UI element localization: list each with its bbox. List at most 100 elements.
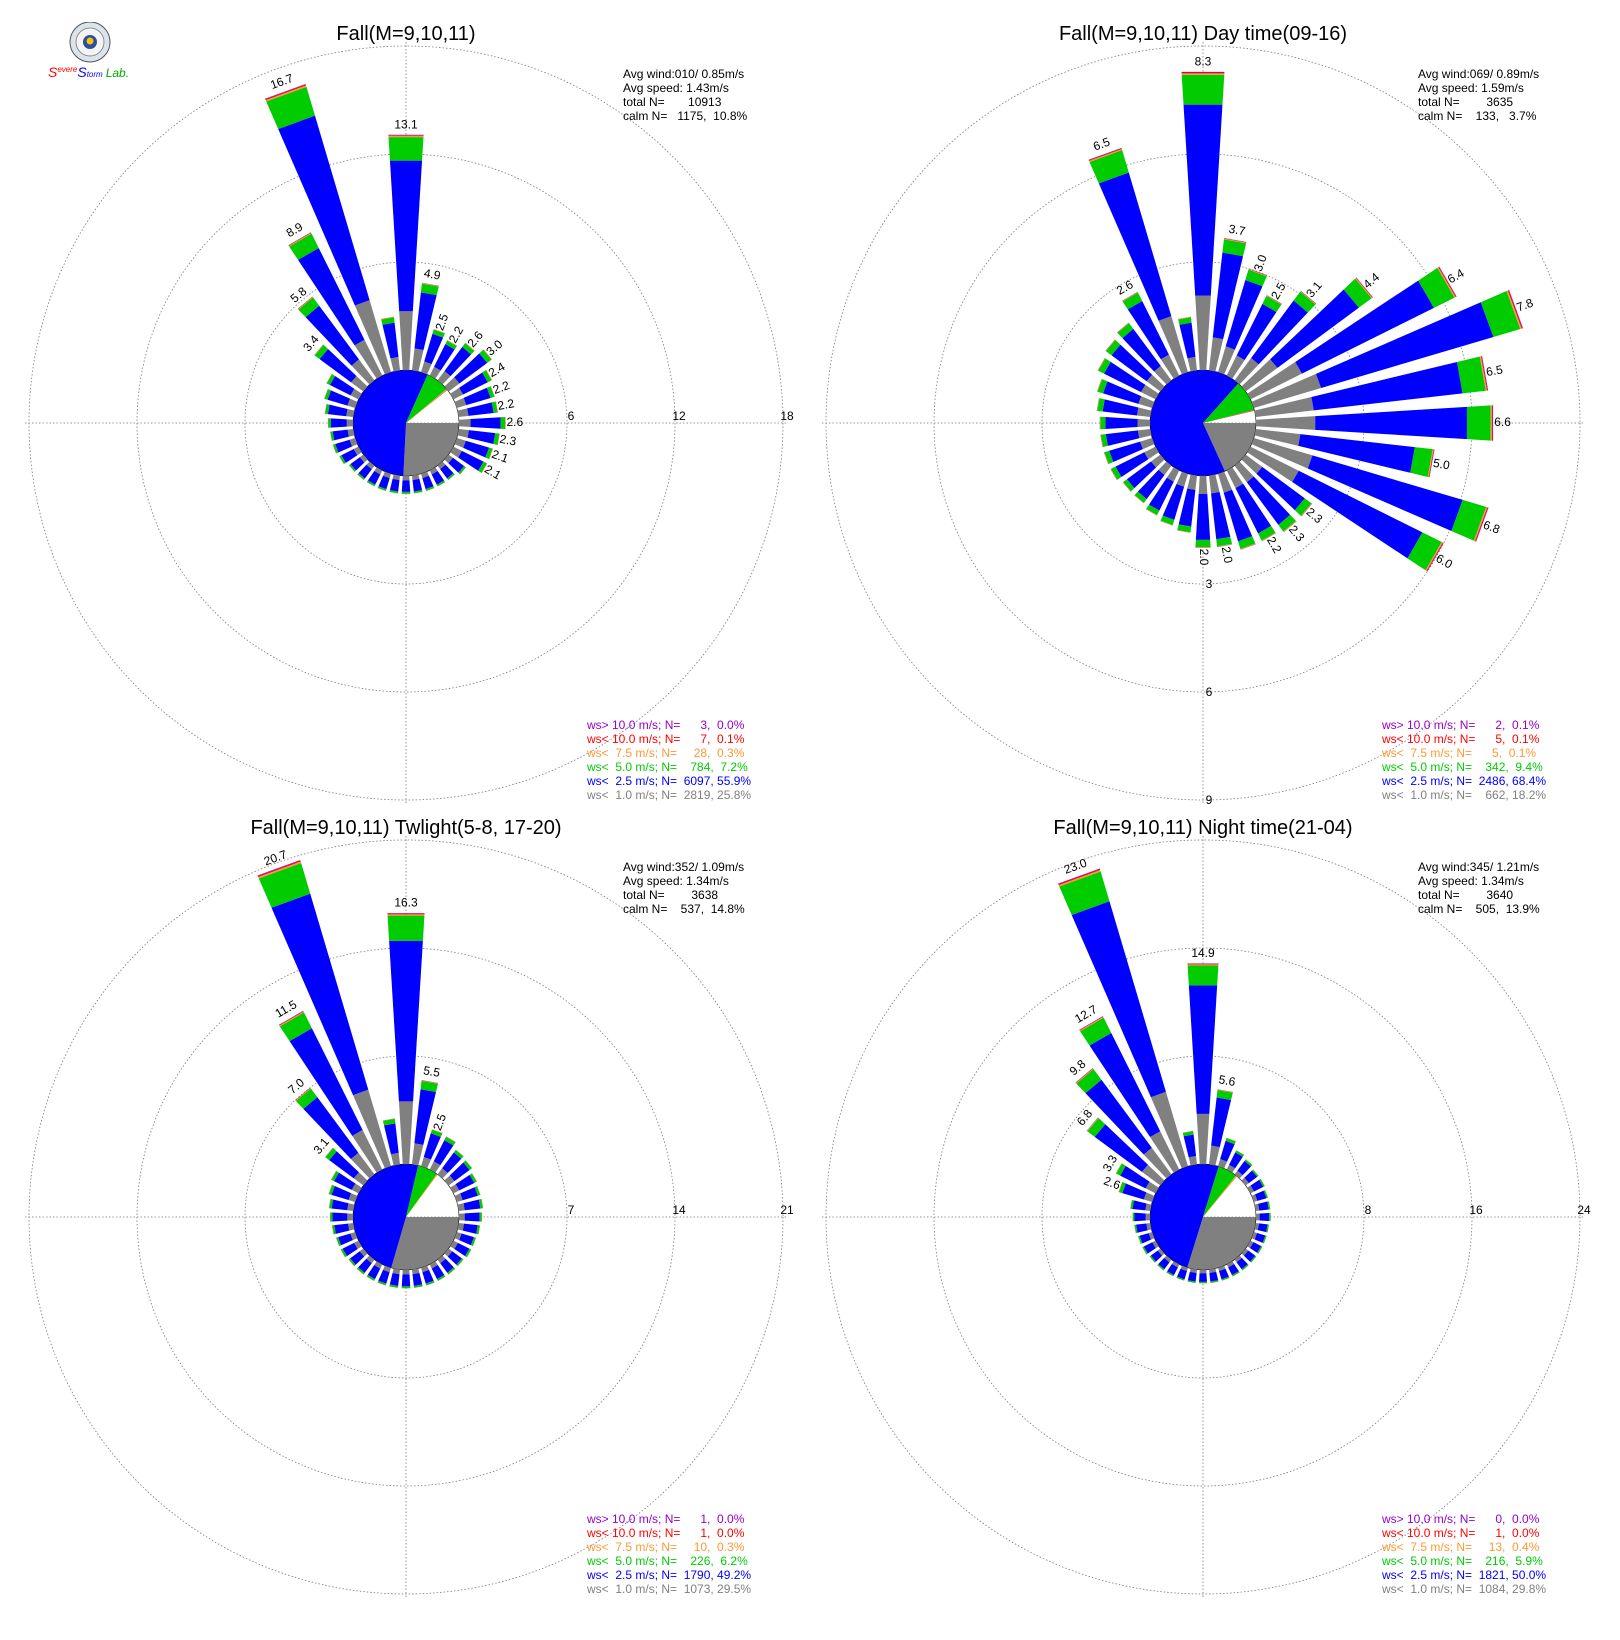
petal-segment (1132, 1212, 1135, 1222)
petal-segment (1355, 277, 1373, 298)
petal-segment (390, 356, 400, 372)
petal-segment (1132, 1200, 1147, 1211)
petal-segment (1426, 542, 1444, 572)
petal-segment (392, 1268, 400, 1275)
petal-segment (1145, 1181, 1159, 1194)
petal-segment (331, 1170, 337, 1180)
petal-segment (1226, 1137, 1236, 1142)
petal-segment (446, 1136, 456, 1143)
petal-segment (431, 1129, 443, 1134)
petal-segment (288, 232, 312, 247)
petal-segment (1263, 1235, 1267, 1244)
petal-value-label: 20.7 (262, 847, 289, 868)
petal-segment (1209, 1145, 1220, 1166)
lab-seal-icon (69, 21, 111, 63)
petal-segment (1075, 1068, 1094, 1084)
chart-title: Fall(M=9,10,11) Twlight(5-8, 17-20) (250, 817, 561, 839)
petal-segment (356, 1267, 365, 1275)
petal-segment (305, 305, 359, 366)
petal-segment (325, 403, 330, 415)
petal-segment (450, 1240, 458, 1250)
logo-letter-s1: S (48, 64, 58, 80)
petal-segment (389, 1286, 398, 1289)
petal-segment (422, 475, 434, 490)
petal-segment (1263, 1190, 1268, 1199)
legend-entry: ws< 1.0 m/s; N= 1073, 29.5% (586, 1582, 751, 1596)
petal-segment (414, 1286, 423, 1289)
logo-word-severe: evere (57, 65, 78, 74)
petal-segment (1267, 1224, 1270, 1233)
wind-rose-panel: 8 16 2414.95.62.63.36.89.812.723.0Fall(M=9… (822, 817, 1591, 1598)
petal-segment (1097, 357, 1105, 371)
petal-segment (1141, 384, 1159, 400)
petal-segment (1178, 316, 1191, 320)
petal-segment (387, 913, 425, 914)
petal-segment (1263, 1235, 1267, 1244)
petal-segment (1096, 398, 1100, 411)
petal-segment (1475, 507, 1489, 542)
petal-segment (1110, 469, 1117, 481)
petal-segment (1149, 1256, 1155, 1263)
ring-label: 7 (568, 1203, 575, 1217)
petal-segment (425, 1280, 435, 1286)
calm-pie-slice (1187, 1217, 1256, 1270)
legend-entry: ws< 7.5 m/s; N= 10, 0.3% (586, 1540, 745, 1554)
petal-segment (421, 283, 439, 287)
petal-segment (366, 1276, 375, 1281)
petal-segment (1265, 1189, 1269, 1198)
petal-segment (429, 1161, 441, 1173)
petal-segment (1182, 1131, 1194, 1137)
petal-segment (1228, 1264, 1239, 1276)
petal-segment (1254, 1203, 1260, 1211)
petal-segment (432, 329, 445, 338)
stats-line: Avg speed: 1.34m/s (623, 874, 729, 888)
petal-segment (433, 329, 446, 334)
petal-segment (356, 1268, 364, 1275)
petal-segment (331, 1170, 339, 1182)
petal-segment (457, 408, 469, 417)
petal-segment (351, 359, 375, 385)
petal-segment (324, 403, 327, 414)
calm-pie-slice (353, 370, 428, 476)
petal-segment (325, 1147, 334, 1158)
petal-segment (1300, 290, 1317, 305)
petal-segment (453, 1149, 464, 1159)
petal-segment (414, 491, 423, 494)
petal-segment (1410, 447, 1433, 477)
petal-segment (421, 1080, 439, 1084)
petal-segment (332, 429, 349, 441)
petal-segment (392, 474, 400, 481)
petal-segment (1240, 544, 1256, 550)
petal-segment (1226, 1164, 1236, 1173)
petal-segment (329, 1198, 334, 1209)
petal-segment (454, 438, 466, 448)
calm-pie-slice (1203, 1175, 1238, 1217)
petal-segment (1160, 521, 1173, 526)
petal-segment (1178, 316, 1191, 320)
petal-segment (1250, 1179, 1264, 1192)
petal-segment (348, 1259, 355, 1267)
petal-value-label: 16.7 (268, 71, 295, 92)
ring-label: 16 (1469, 1203, 1483, 1217)
petal-segment (1176, 471, 1188, 487)
petal-segment (1265, 1189, 1269, 1198)
petal-segment (1103, 452, 1109, 465)
petal-segment (399, 311, 413, 371)
petal-segment (1177, 529, 1191, 533)
petal-segment (469, 1173, 477, 1183)
petal-segment (430, 1129, 443, 1137)
petal-segment (1145, 509, 1157, 516)
petal-segment (433, 329, 446, 334)
petal-segment (339, 456, 344, 465)
petal-segment (1216, 1089, 1233, 1101)
ring-label: 12 (672, 409, 686, 423)
petal-segment (1157, 1265, 1164, 1271)
petal-segment (1187, 1281, 1196, 1284)
petal-segment (347, 1223, 355, 1231)
petal-segment (1426, 542, 1444, 572)
petal-segment (1100, 416, 1106, 430)
petal-segment (1245, 1159, 1253, 1165)
petal-segment (347, 1203, 355, 1211)
petal-segment (437, 1276, 446, 1281)
petal-segment (1105, 339, 1116, 351)
